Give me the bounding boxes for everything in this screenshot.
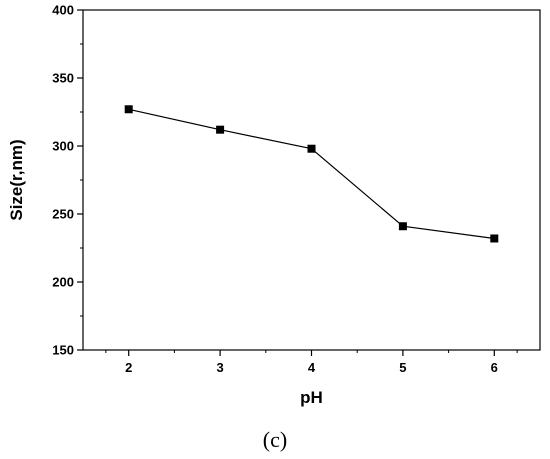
y-tick-label: 350	[52, 71, 74, 86]
y-axis-title: Size(r,nm)	[7, 139, 26, 220]
data-point	[490, 234, 499, 243]
x-tick-label: 4	[308, 360, 316, 375]
series-line	[128, 108, 495, 240]
plot-frame	[82, 9, 541, 351]
x-tick-label: 5	[399, 360, 406, 375]
series-markers	[124, 105, 499, 243]
x-tick-label: 6	[491, 360, 498, 375]
y-tick-label: 300	[52, 139, 74, 154]
y-tick-label: 250	[52, 207, 74, 222]
x-axis-title: pH	[300, 388, 323, 407]
x-tick-label: 2	[125, 360, 132, 375]
y-tick-label: 150	[52, 343, 74, 358]
data-point	[124, 105, 133, 114]
y-tick-label: 400	[52, 3, 74, 18]
y-tick-label: 200	[52, 275, 74, 290]
plot-area	[82, 9, 541, 351]
x-axis: 2 3 4 5 6	[105, 350, 518, 375]
data-point	[307, 144, 316, 153]
x-tick-label: 3	[216, 360, 223, 375]
panel-label: (c)	[263, 427, 287, 452]
data-point	[398, 222, 407, 231]
data-point	[216, 125, 225, 134]
y-axis: 150 200 250 300 350 400	[52, 3, 83, 358]
